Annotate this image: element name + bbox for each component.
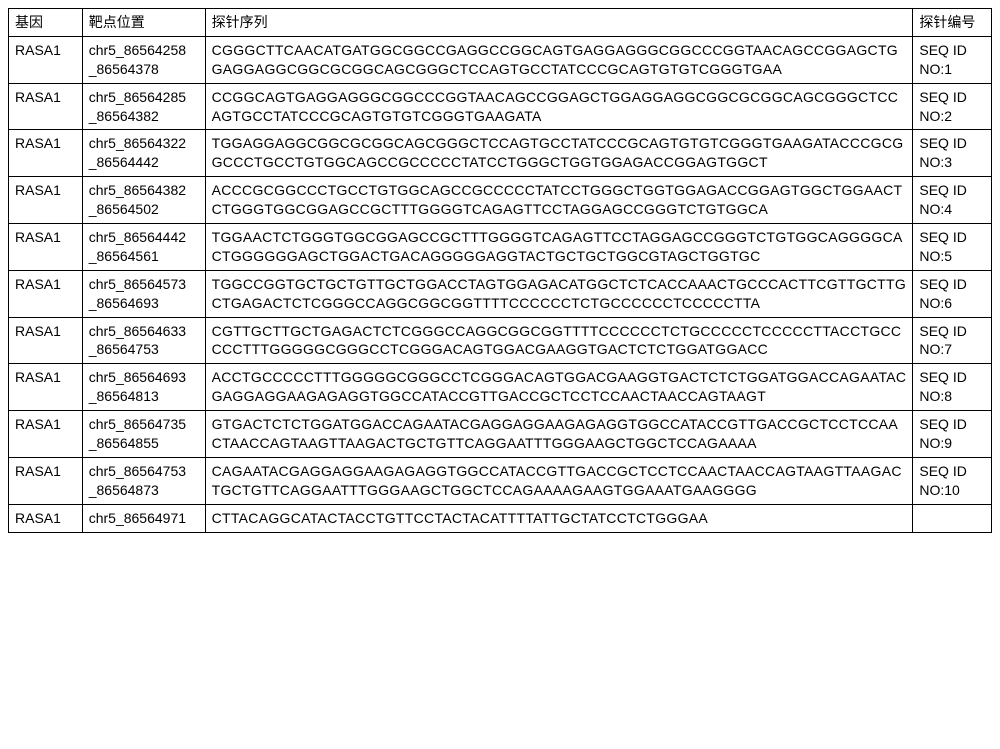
cell-location: chr5_86564735 _86564855 — [82, 411, 205, 458]
table-row: RASA1chr5_86564735 _86564855GTGACTCTCTGG… — [9, 411, 992, 458]
cell-gene: RASA1 — [9, 504, 83, 532]
table-row: RASA1chr5_86564322 _86564442TGGAGGAGGCGG… — [9, 130, 992, 177]
cell-probe-id: SEQ ID NO:6 — [913, 270, 992, 317]
table-row: RASA1chr5_86564753 _86564873CAGAATACGAGG… — [9, 457, 992, 504]
col-header-location: 靶点位置 — [82, 9, 205, 37]
cell-gene: RASA1 — [9, 83, 83, 130]
cell-probe-id: SEQ ID NO:4 — [913, 177, 992, 224]
cell-location: chr5_86564573 _86564693 — [82, 270, 205, 317]
cell-sequence: ACCCGCGGCCCTGCCTGTGGCAGCCGCCCCCTATCCTGGG… — [205, 177, 913, 224]
cell-sequence: CGTTGCTTGCTGAGACTCTCGGGCCAGGCGGCGGTTTTCC… — [205, 317, 913, 364]
cell-location: chr5_86564258 _86564378 — [82, 36, 205, 83]
table-row: RASA1chr5_86564633 _86564753CGTTGCTTGCTG… — [9, 317, 992, 364]
cell-gene: RASA1 — [9, 36, 83, 83]
table-header-row: 基因 靶点位置 探针序列 探针编号 — [9, 9, 992, 37]
probe-sequence-table: 基因 靶点位置 探针序列 探针编号 RASA1chr5_86564258 _86… — [8, 8, 992, 533]
cell-location: chr5_86564322 _86564442 — [82, 130, 205, 177]
cell-sequence: GTGACTCTCTGGATGGACCAGAATACGAGGAGGAAGAGAG… — [205, 411, 913, 458]
cell-sequence: TGGAGGAGGCGGCGCGGCAGCGGGCTCCAGTGCCTATCCC… — [205, 130, 913, 177]
cell-sequence: TGGCCGGTGCTGCTGTTGCTGGACCTAGTGGAGACATGGC… — [205, 270, 913, 317]
table-row: RASA1chr5_86564285 _86564382CCGGCAGTGAGG… — [9, 83, 992, 130]
table-row: RASA1chr5_86564382 _86564502ACCCGCGGCCCT… — [9, 177, 992, 224]
table-row: RASA1chr5_86564258 _86564378CGGGCTTCAACA… — [9, 36, 992, 83]
cell-sequence: CCGGCAGTGAGGAGGGCGGCCCGGTAACAGCCGGAGCTGG… — [205, 83, 913, 130]
table-row: RASA1chr5_86564442 _86564561TGGAACTCTGGG… — [9, 224, 992, 271]
cell-location: chr5_86564442 _86564561 — [82, 224, 205, 271]
col-header-sequence: 探针序列 — [205, 9, 913, 37]
cell-location: chr5_86564285 _86564382 — [82, 83, 205, 130]
cell-probe-id: SEQ ID NO:2 — [913, 83, 992, 130]
cell-probe-id: SEQ ID NO:8 — [913, 364, 992, 411]
cell-location: chr5_86564753 _86564873 — [82, 457, 205, 504]
cell-probe-id: SEQ ID NO:7 — [913, 317, 992, 364]
cell-gene: RASA1 — [9, 457, 83, 504]
cell-probe-id: SEQ ID NO:5 — [913, 224, 992, 271]
cell-location: chr5_86564633 _86564753 — [82, 317, 205, 364]
cell-gene: RASA1 — [9, 411, 83, 458]
cell-sequence: ACCTGCCCCCTTTGGGGGCGGGCCTCGGGACAGTGGACGA… — [205, 364, 913, 411]
cell-probe-id: SEQ ID NO:10 — [913, 457, 992, 504]
cell-gene: RASA1 — [9, 270, 83, 317]
cell-sequence: CAGAATACGAGGAGGAAGAGAGGTGGCCATACCGTTGACC… — [205, 457, 913, 504]
cell-location: chr5_86564971 — [82, 504, 205, 532]
cell-probe-id: SEQ ID NO:3 — [913, 130, 992, 177]
cell-gene: RASA1 — [9, 224, 83, 271]
table-row: RASA1chr5_86564573 _86564693TGGCCGGTGCTG… — [9, 270, 992, 317]
cell-gene: RASA1 — [9, 130, 83, 177]
col-header-gene: 基因 — [9, 9, 83, 37]
cell-probe-id: SEQ ID NO:1 — [913, 36, 992, 83]
table-row: RASA1chr5_86564693 _86564813ACCTGCCCCCTT… — [9, 364, 992, 411]
cell-location: chr5_86564382 _86564502 — [82, 177, 205, 224]
col-header-probe-id: 探针编号 — [913, 9, 992, 37]
cell-probe-id: SEQ ID NO:9 — [913, 411, 992, 458]
cell-location: chr5_86564693 _86564813 — [82, 364, 205, 411]
table-row: RASA1chr5_86564971CTTACAGGCATACTACCTGTTC… — [9, 504, 992, 532]
cell-gene: RASA1 — [9, 177, 83, 224]
cell-probe-id — [913, 504, 992, 532]
cell-gene: RASA1 — [9, 364, 83, 411]
cell-sequence: CTTACAGGCATACTACCTGTTCCTACTACATTTTATTGCT… — [205, 504, 913, 532]
cell-sequence: CGGGCTTCAACATGATGGCGGCCGAGGCCGGCAGTGAGGA… — [205, 36, 913, 83]
cell-gene: RASA1 — [9, 317, 83, 364]
cell-sequence: TGGAACTCTGGGTGGCGGAGCCGCTTTGGGGTCAGAGTTC… — [205, 224, 913, 271]
